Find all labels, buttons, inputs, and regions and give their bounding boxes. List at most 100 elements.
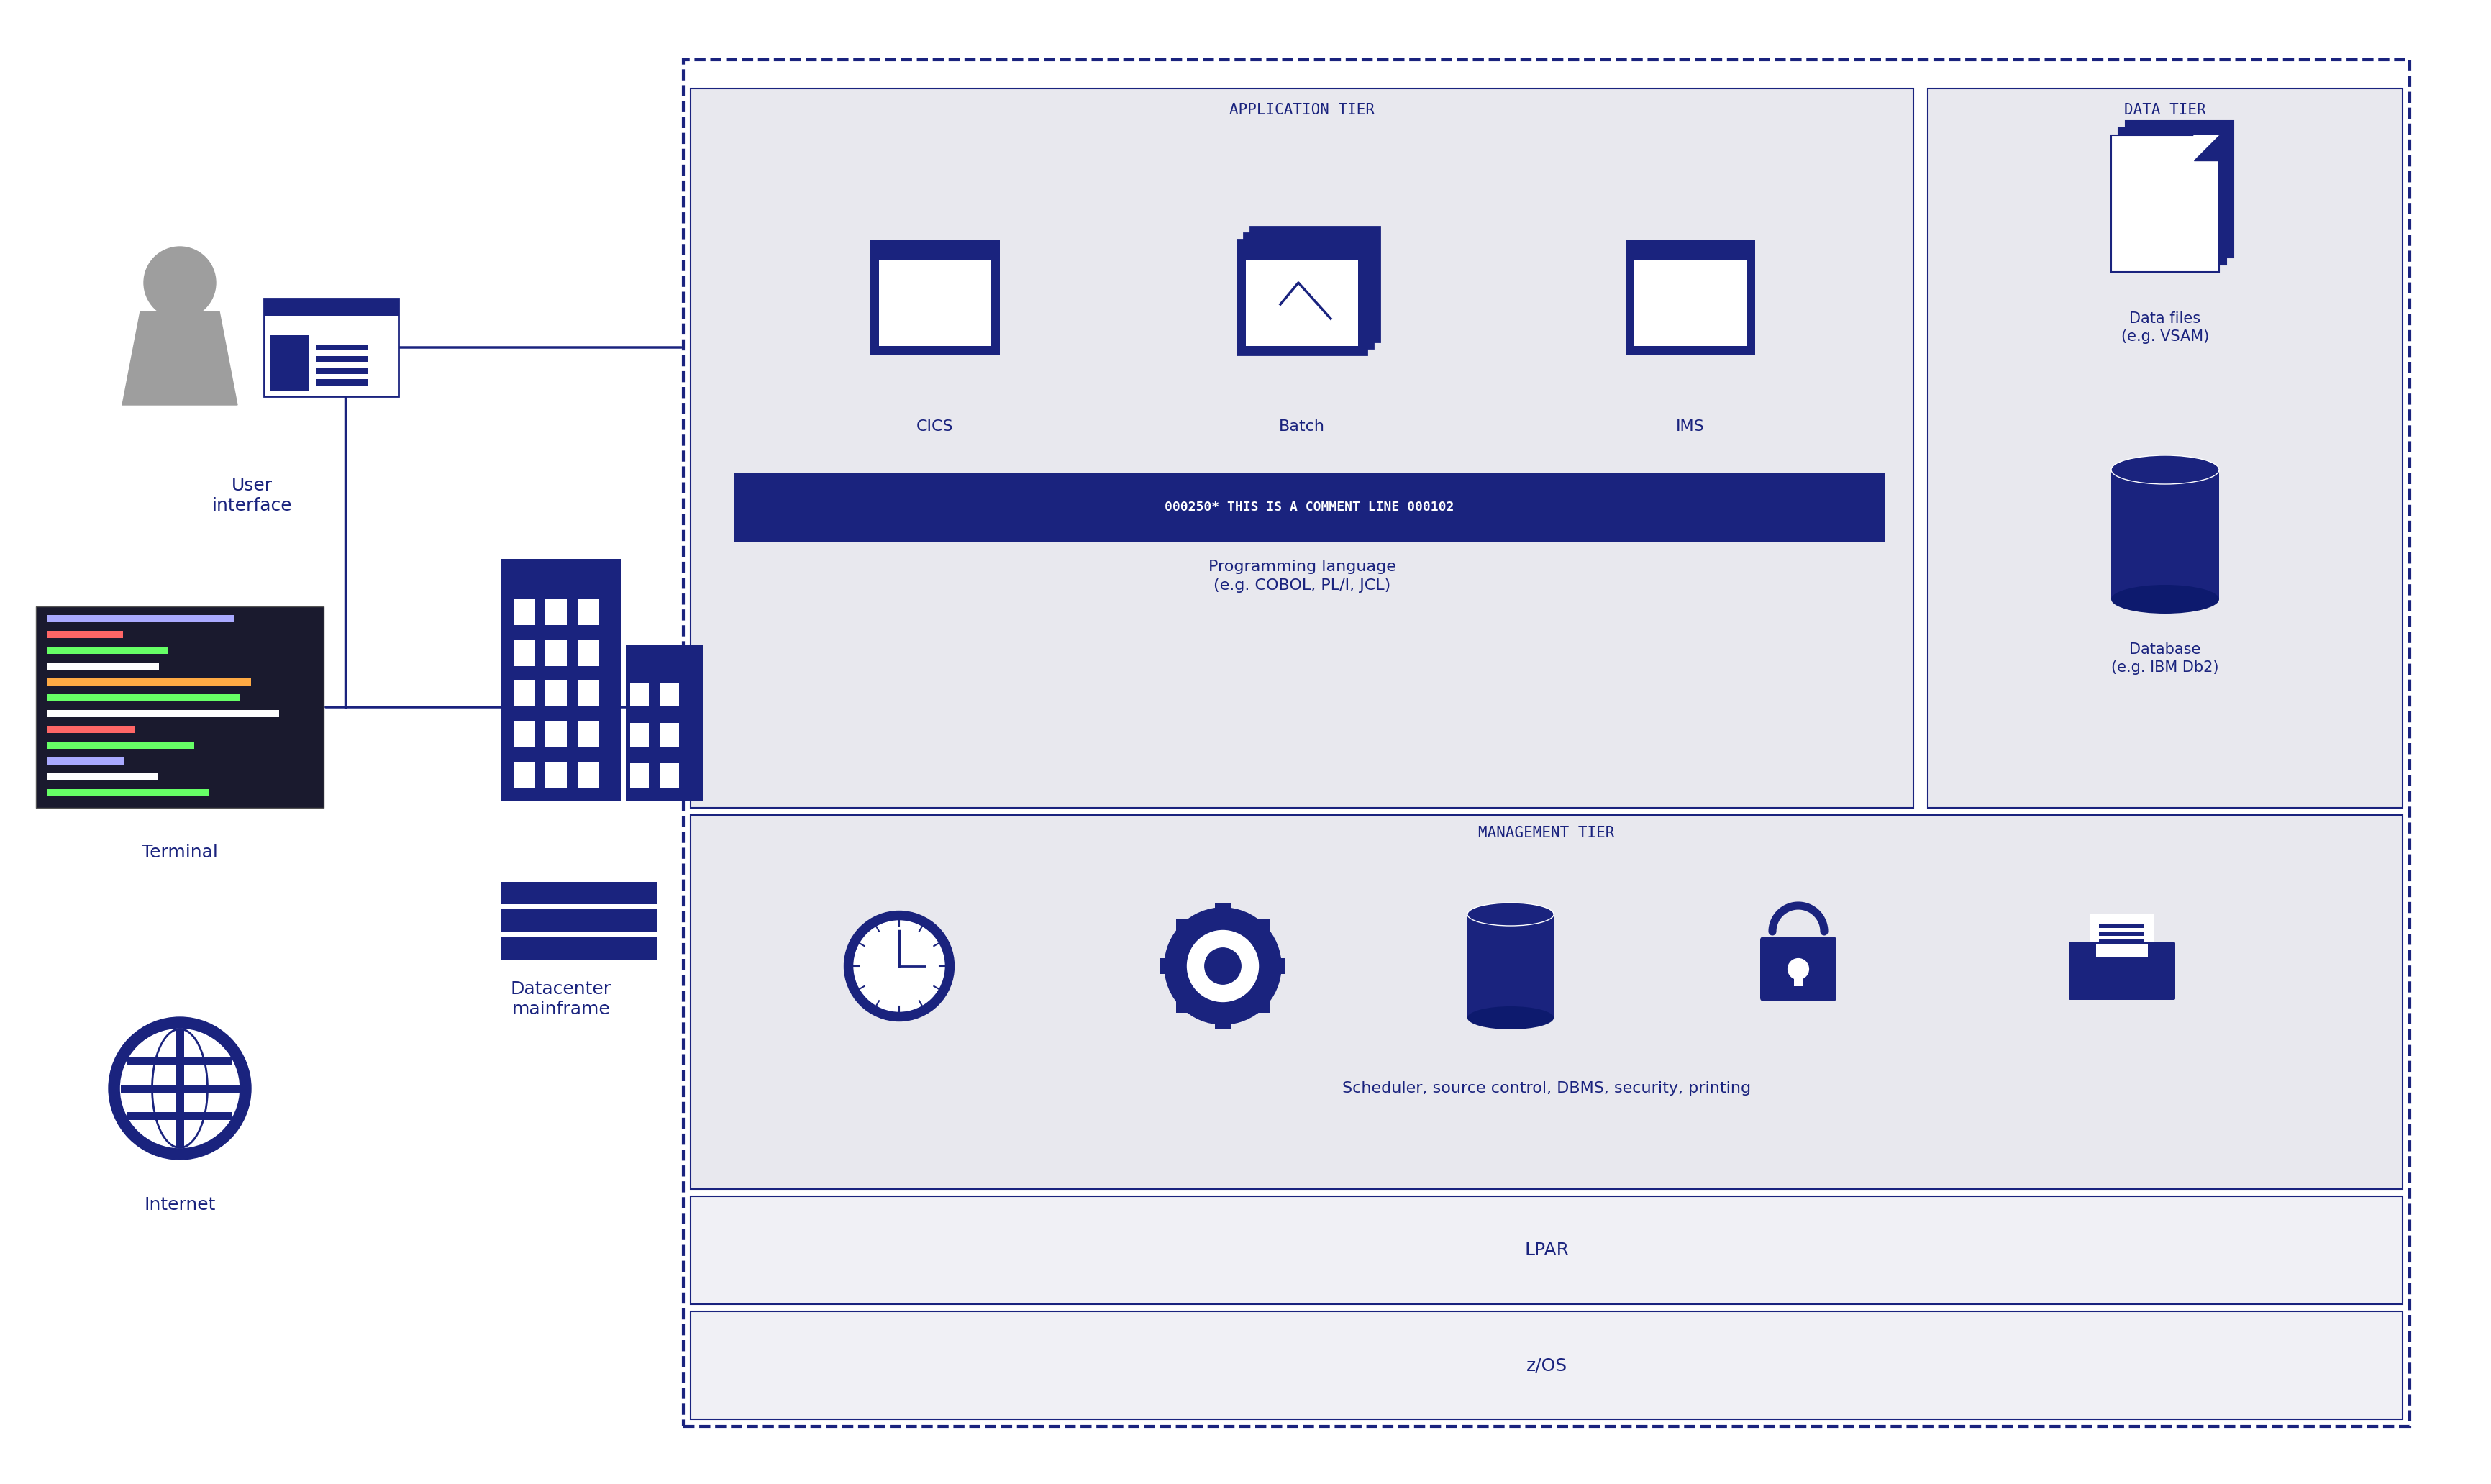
FancyBboxPatch shape — [690, 1312, 2401, 1419]
Text: 000250* THIS IS A COMMENT LINE 000102: 000250* THIS IS A COMMENT LINE 000102 — [1163, 500, 1455, 513]
FancyBboxPatch shape — [47, 726, 135, 733]
Text: LPAR: LPAR — [1524, 1242, 1569, 1258]
FancyBboxPatch shape — [546, 600, 568, 625]
FancyBboxPatch shape — [630, 683, 650, 706]
FancyBboxPatch shape — [2112, 470, 2219, 600]
FancyBboxPatch shape — [690, 89, 1913, 807]
FancyBboxPatch shape — [513, 681, 536, 706]
FancyBboxPatch shape — [690, 815, 2401, 1189]
FancyBboxPatch shape — [501, 936, 658, 960]
FancyBboxPatch shape — [1216, 904, 1231, 919]
Circle shape — [144, 246, 217, 319]
Circle shape — [844, 911, 954, 1021]
FancyBboxPatch shape — [177, 1028, 184, 1147]
FancyBboxPatch shape — [1627, 239, 1756, 355]
Text: CICS: CICS — [917, 420, 954, 433]
Text: Scheduler, source control, DBMS, security, printing: Scheduler, source control, DBMS, securit… — [1343, 1082, 1751, 1095]
FancyBboxPatch shape — [879, 260, 991, 346]
Text: Programming language
(e.g. COBOL, PL/I, JCL): Programming language (e.g. COBOL, PL/I, … — [1208, 559, 1395, 594]
FancyBboxPatch shape — [1467, 914, 1554, 1018]
FancyBboxPatch shape — [264, 298, 399, 396]
FancyBboxPatch shape — [120, 1085, 239, 1092]
FancyBboxPatch shape — [546, 721, 568, 746]
FancyBboxPatch shape — [1176, 920, 1191, 935]
Circle shape — [1166, 908, 1280, 1024]
FancyBboxPatch shape — [501, 881, 658, 904]
Ellipse shape — [1467, 1006, 1554, 1030]
Text: Database
(e.g. IBM Db2): Database (e.g. IBM Db2) — [2112, 643, 2219, 675]
FancyBboxPatch shape — [316, 344, 369, 350]
Text: Data files
(e.g. VSAM): Data files (e.g. VSAM) — [2122, 312, 2210, 344]
Text: User
interface: User interface — [212, 476, 291, 513]
FancyBboxPatch shape — [47, 789, 209, 797]
FancyBboxPatch shape — [690, 1196, 2401, 1304]
FancyBboxPatch shape — [2100, 925, 2145, 928]
FancyBboxPatch shape — [47, 742, 194, 749]
FancyBboxPatch shape — [513, 600, 536, 625]
FancyBboxPatch shape — [1243, 233, 1373, 349]
FancyBboxPatch shape — [630, 723, 650, 746]
Circle shape — [1188, 930, 1258, 1002]
FancyBboxPatch shape — [578, 761, 598, 788]
FancyBboxPatch shape — [1161, 959, 1176, 974]
FancyBboxPatch shape — [1176, 997, 1191, 1012]
FancyBboxPatch shape — [264, 298, 399, 316]
FancyBboxPatch shape — [660, 683, 680, 706]
FancyBboxPatch shape — [127, 1112, 232, 1120]
FancyBboxPatch shape — [546, 681, 568, 706]
FancyBboxPatch shape — [1253, 920, 1270, 935]
FancyBboxPatch shape — [735, 473, 1886, 542]
FancyBboxPatch shape — [47, 695, 239, 702]
Text: Terminal: Terminal — [142, 844, 217, 861]
FancyBboxPatch shape — [513, 761, 536, 788]
FancyBboxPatch shape — [47, 709, 279, 717]
FancyBboxPatch shape — [513, 721, 536, 746]
FancyBboxPatch shape — [47, 773, 157, 781]
FancyBboxPatch shape — [630, 763, 650, 788]
FancyBboxPatch shape — [578, 681, 598, 706]
FancyBboxPatch shape — [1794, 969, 1803, 987]
FancyBboxPatch shape — [269, 335, 309, 390]
Ellipse shape — [1467, 902, 1554, 926]
Text: DATA TIER: DATA TIER — [2125, 102, 2207, 117]
FancyBboxPatch shape — [1928, 89, 2401, 807]
FancyBboxPatch shape — [316, 380, 369, 386]
Text: APPLICATION TIER: APPLICATION TIER — [1231, 102, 1375, 117]
FancyBboxPatch shape — [869, 239, 999, 355]
FancyBboxPatch shape — [47, 678, 252, 686]
Circle shape — [110, 1017, 252, 1159]
FancyBboxPatch shape — [47, 647, 169, 654]
FancyBboxPatch shape — [127, 1057, 232, 1064]
FancyBboxPatch shape — [2125, 120, 2234, 258]
FancyBboxPatch shape — [546, 640, 568, 666]
FancyBboxPatch shape — [2117, 128, 2227, 264]
Circle shape — [120, 1028, 239, 1147]
FancyBboxPatch shape — [316, 356, 369, 362]
FancyBboxPatch shape — [660, 763, 680, 788]
FancyBboxPatch shape — [1246, 260, 1358, 346]
FancyBboxPatch shape — [35, 607, 324, 807]
FancyBboxPatch shape — [1253, 997, 1270, 1012]
Ellipse shape — [2112, 585, 2219, 613]
Circle shape — [854, 920, 944, 1012]
Text: MANAGEMENT TIER: MANAGEMENT TIER — [1480, 825, 1614, 840]
Text: IMS: IMS — [1676, 420, 1704, 433]
FancyBboxPatch shape — [578, 721, 598, 746]
FancyBboxPatch shape — [47, 757, 125, 764]
FancyBboxPatch shape — [316, 368, 369, 374]
FancyBboxPatch shape — [2068, 942, 2175, 1000]
FancyBboxPatch shape — [578, 640, 598, 666]
FancyBboxPatch shape — [1238, 239, 1368, 355]
Text: Internet: Internet — [144, 1196, 217, 1214]
FancyBboxPatch shape — [2100, 932, 2145, 935]
FancyBboxPatch shape — [1270, 959, 1285, 974]
FancyBboxPatch shape — [2095, 945, 2147, 956]
FancyBboxPatch shape — [2090, 914, 2155, 947]
FancyBboxPatch shape — [47, 614, 234, 622]
FancyBboxPatch shape — [2112, 135, 2219, 272]
Polygon shape — [2195, 135, 2219, 160]
FancyBboxPatch shape — [660, 723, 680, 746]
FancyBboxPatch shape — [1761, 936, 1836, 1002]
Polygon shape — [122, 312, 237, 405]
FancyBboxPatch shape — [546, 761, 568, 788]
